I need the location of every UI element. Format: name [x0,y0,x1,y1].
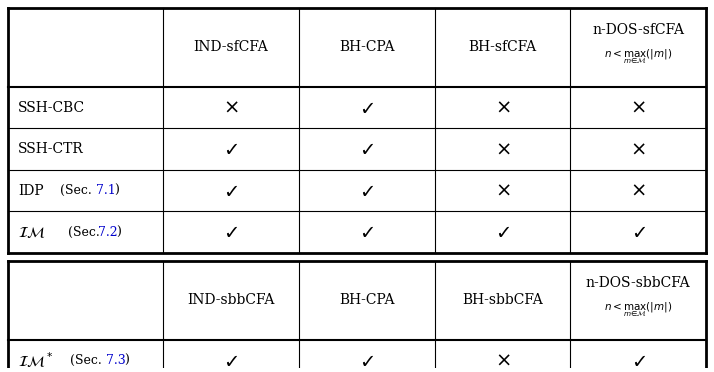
Text: $\times$: $\times$ [630,140,646,158]
Text: $\checkmark$: $\checkmark$ [630,352,645,370]
Text: $\times$: $\times$ [630,182,646,200]
Text: $\checkmark$: $\checkmark$ [630,223,645,241]
Text: $\times$: $\times$ [223,99,238,117]
Text: $\checkmark$: $\checkmark$ [359,223,374,241]
Text: SSH-CTR: SSH-CTR [18,142,84,156]
Text: 7.1: 7.1 [96,184,116,197]
Text: $\mathcal{IM}^*$: $\mathcal{IM}^*$ [18,351,54,371]
Text: ): ) [116,226,121,239]
Text: $n < \max_{m \in \mathcal{M}}(|m|)$: $n < \max_{m \in \mathcal{M}}(|m|)$ [604,48,672,66]
Text: $\mathcal{IM}$: $\mathcal{IM}$ [18,225,46,240]
Text: $\checkmark$: $\checkmark$ [359,182,374,200]
Text: IDP: IDP [18,184,44,198]
Text: $\checkmark$: $\checkmark$ [223,182,238,200]
Text: $\checkmark$: $\checkmark$ [223,352,238,370]
Text: BH-CPA: BH-CPA [339,294,394,307]
Text: $\times$: $\times$ [495,99,511,117]
Text: (Sec.: (Sec. [60,226,104,239]
Text: $\times$: $\times$ [495,140,511,158]
Text: $\checkmark$: $\checkmark$ [359,352,374,370]
Text: $\checkmark$: $\checkmark$ [495,223,510,241]
Text: $n < \max_{m \in \mathcal{M}}(|m|)$: $n < \max_{m \in \mathcal{M}}(|m|)$ [604,301,672,319]
Text: (Sec.: (Sec. [70,354,106,367]
Text: (Sec.: (Sec. [60,184,96,197]
Text: $\times$: $\times$ [495,182,511,200]
Text: ): ) [114,184,119,197]
Text: $\checkmark$: $\checkmark$ [359,140,374,158]
Text: $\times$: $\times$ [495,352,511,370]
Text: BH-sfCFA: BH-sfCFA [468,41,536,54]
Text: $\checkmark$: $\checkmark$ [359,99,374,117]
Text: $\checkmark$: $\checkmark$ [223,140,238,158]
Text: BH-CPA: BH-CPA [339,41,394,54]
Text: SSH-CBC: SSH-CBC [18,101,85,115]
Text: ): ) [124,354,129,367]
Text: IND-sfCFA: IND-sfCFA [193,41,268,54]
Text: $\checkmark$: $\checkmark$ [223,223,238,241]
Text: 7.2: 7.2 [98,226,118,239]
Text: BH-sbbCFA: BH-sbbCFA [462,294,543,307]
Text: 7.3: 7.3 [106,354,126,367]
Text: $\times$: $\times$ [630,99,646,117]
Text: n-DOS-sbbCFA: n-DOS-sbbCFA [585,276,690,289]
Text: IND-sbbCFA: IND-sbbCFA [187,294,275,307]
Text: n-DOS-sfCFA: n-DOS-sfCFA [592,23,684,36]
